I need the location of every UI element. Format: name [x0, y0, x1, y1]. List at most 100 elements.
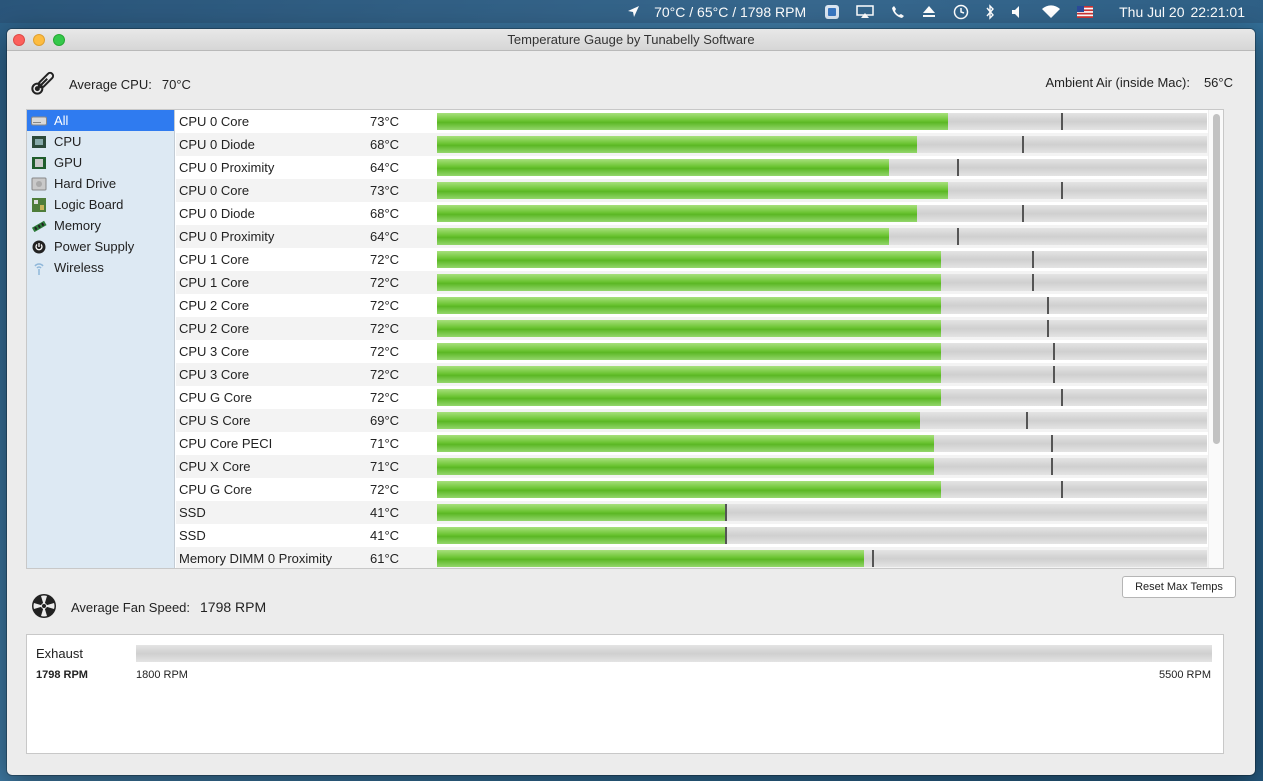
fan-min-rpm: 1800 RPM	[136, 669, 188, 681]
sensor-row[interactable]: Memory DIMM 0 Proximity 61°C	[176, 547, 1208, 568]
temperature-bar-fill	[437, 228, 889, 245]
temperature-bar	[437, 366, 1207, 383]
sensor-row[interactable]: CPU S Core 69°C	[176, 409, 1208, 432]
wifi-icon[interactable]	[1033, 0, 1069, 23]
temperature-bar	[437, 527, 1207, 544]
temperature-bar	[437, 389, 1207, 406]
sensor-name: CPU 0 Core	[179, 183, 250, 198]
reset-max-temps-button[interactable]: Reset Max Temps	[1122, 576, 1236, 598]
sidebar-item-cpu[interactable]: CPU	[27, 131, 174, 152]
window-title: Temperature Gauge by Tunabelly Software	[507, 32, 755, 47]
sidebar-item-label: Logic Board	[54, 197, 124, 212]
phone-icon[interactable]	[882, 0, 914, 23]
sensor-row[interactable]: CPU 2 Core 72°C	[176, 294, 1208, 317]
temperature-bar	[437, 205, 1207, 222]
sensor-row[interactable]: CPU 3 Core 72°C	[176, 363, 1208, 386]
temperature-bar-fill	[437, 343, 941, 360]
temperature-bar	[437, 458, 1207, 475]
temperature-bar	[437, 251, 1207, 268]
sensor-row[interactable]: SSD 41°C	[176, 524, 1208, 547]
sidebar-item-memory[interactable]: Memory	[27, 215, 174, 236]
temperature-bar	[437, 343, 1207, 360]
us-flag-icon[interactable]	[1069, 0, 1101, 23]
sensor-temperature: 73°C	[370, 114, 400, 129]
sensor-name: SSD	[179, 528, 206, 543]
sensor-temperature: 71°C	[370, 459, 400, 474]
average-cpu-value: 70°C	[161, 77, 191, 92]
temperature-bar	[437, 297, 1207, 314]
sensor-row[interactable]: CPU 0 Core 73°C	[176, 110, 1208, 133]
sidebar-item-power-supply[interactable]: Power Supply	[27, 236, 174, 257]
sensor-row[interactable]: CPU 0 Core 73°C	[176, 179, 1208, 202]
zoom-button[interactable]	[53, 34, 65, 46]
sensor-row[interactable]: CPU X Core 71°C	[176, 455, 1208, 478]
sensor-name: CPU 3 Core	[179, 367, 250, 382]
temperature-bar-fill	[437, 527, 725, 544]
clock-date: Thu Jul 20	[1119, 3, 1185, 20]
sensor-row[interactable]: CPU 3 Core 72°C	[176, 340, 1208, 363]
temperature-bar-fill	[437, 458, 934, 475]
gpu-icon	[31, 156, 47, 170]
temperature-bar-fill	[437, 366, 941, 383]
time-machine-icon[interactable]	[944, 0, 977, 23]
max-temperature-marker	[1051, 435, 1053, 452]
temperature-bar-fill	[437, 297, 941, 314]
sensor-name: CPU 2 Core	[179, 298, 250, 313]
sensor-name: CPU G Core	[179, 390, 252, 405]
sensor-temperature: 41°C	[370, 528, 400, 543]
minimize-button[interactable]	[33, 34, 45, 46]
fan-speed-bar	[136, 645, 1212, 662]
app-status-icon[interactable]	[816, 0, 848, 23]
sensor-temperature: 72°C	[370, 321, 400, 336]
temperature-bar	[437, 113, 1207, 130]
sensor-table[interactable]: CPU 0 Core 73°C CPU 0 Diode 68°C CPU 0 Proxi…	[176, 110, 1208, 568]
sensor-name: CPU 2 Core	[179, 321, 250, 336]
sensor-row[interactable]: CPU G Core 72°C	[176, 386, 1208, 409]
sidebar-item-logic-board[interactable]: Logic Board	[27, 194, 174, 215]
power-icon	[31, 240, 47, 254]
volume-icon[interactable]	[1003, 0, 1033, 23]
sensor-row[interactable]: CPU G Core 72°C	[176, 478, 1208, 501]
clock-time: 22:21:01	[1190, 3, 1246, 20]
sidebar-item-wireless[interactable]: Wireless	[27, 257, 174, 278]
sensor-row[interactable]: CPU 1 Core 72°C	[176, 248, 1208, 271]
close-button[interactable]	[13, 34, 25, 46]
location-arrow-icon[interactable]	[619, 0, 648, 23]
max-temperature-marker	[957, 228, 959, 245]
temperature-bar-fill	[437, 320, 941, 337]
sensor-row[interactable]: CPU 0 Diode 68°C	[176, 133, 1208, 156]
sensor-row[interactable]: CPU 1 Core 72°C	[176, 271, 1208, 294]
max-temperature-marker	[725, 527, 727, 544]
sidebar-item-label: GPU	[54, 155, 83, 170]
temperature-bar	[437, 274, 1207, 291]
temperature-status-item[interactable]: 70°C / 65°C / 1798 RPM	[654, 3, 807, 20]
temperature-bar-fill	[437, 113, 948, 130]
temperature-bar	[437, 435, 1207, 452]
max-temperature-marker	[1061, 481, 1063, 498]
sensor-row[interactable]: CPU 2 Core 72°C	[176, 317, 1208, 340]
temperature-bar-fill	[437, 504, 725, 521]
logic-board-icon	[31, 197, 47, 212]
bluetooth-icon[interactable]	[977, 0, 1003, 23]
scrollbar-thumb[interactable]	[1213, 114, 1220, 444]
sensor-panel: All CPU GPU Hard Drive Logic Board Memory Powe…	[26, 109, 1224, 569]
sidebar-item-all[interactable]: All	[27, 110, 174, 131]
temperature-bar-fill	[437, 389, 941, 406]
sensor-row[interactable]: CPU 0 Diode 68°C	[176, 202, 1208, 225]
eject-icon[interactable]	[914, 0, 944, 23]
max-temperature-marker	[957, 159, 959, 176]
sensor-scrollbar[interactable]	[1208, 110, 1223, 568]
sidebar-item-hard-drive[interactable]: Hard Drive	[27, 173, 174, 194]
temperature-bar-fill	[437, 412, 920, 429]
sensor-row[interactable]: CPU 0 Proximity 64°C	[176, 156, 1208, 179]
fan-rpm: 1798 RPM	[36, 669, 88, 681]
sensor-row[interactable]: SSD 41°C	[176, 501, 1208, 524]
menu-clock[interactable]: Thu Jul 20 22:21:01	[1101, 0, 1253, 23]
sidebar-item-gpu[interactable]: GPU	[27, 152, 174, 173]
average-cpu-label: Average CPU:	[69, 77, 152, 92]
sensor-row[interactable]: CPU Core PECI 71°C	[176, 432, 1208, 455]
max-temperature-marker	[1032, 274, 1034, 291]
airplay-icon[interactable]	[848, 0, 882, 23]
sensor-row[interactable]: CPU 0 Proximity 64°C	[176, 225, 1208, 248]
temperature-bar	[437, 159, 1207, 176]
